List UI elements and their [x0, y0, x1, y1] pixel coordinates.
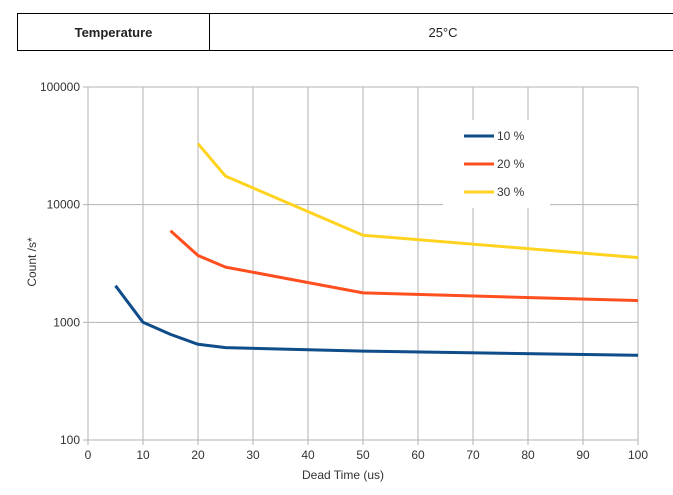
y-axis-ticks: 100 1000 10000 100000 [40, 80, 80, 447]
x-tick-label: 10 [136, 448, 150, 462]
chart-series [114, 142, 639, 357]
legend-box [443, 120, 550, 208]
x-tick-label: 90 [576, 448, 590, 462]
x-tick-label: 80 [521, 448, 535, 462]
x-tick-label: 20 [191, 448, 205, 462]
x-axis-label: Dead Time (us) [302, 468, 384, 482]
info-table: Temperature 25°C [17, 13, 673, 51]
chart-legend: 10 % 20 % 30 % [443, 120, 550, 208]
y-tick-label: 100 [60, 433, 80, 447]
temperature-value: 25°C [209, 13, 673, 51]
series-line [169, 229, 639, 303]
series-line [196, 142, 639, 260]
x-axis-ticks: 0 10 20 30 40 50 60 70 80 90 100 [85, 448, 649, 462]
y-tick-label: 100000 [40, 80, 80, 94]
chart-grid [83, 86, 639, 445]
legend-entry: 20 % [497, 157, 525, 171]
y-tick-label: 10000 [47, 198, 81, 212]
y-tick-label: 1000 [53, 315, 80, 329]
x-tick-label: 0 [85, 448, 92, 462]
table-row: Temperature 25°C [17, 13, 673, 51]
x-tick-label: 100 [628, 448, 648, 462]
x-tick-label: 60 [411, 448, 425, 462]
x-tick-label: 40 [301, 448, 315, 462]
temperature-label: Temperature [17, 13, 210, 51]
x-tick-label: 70 [466, 448, 480, 462]
legend-entry: 10 % [497, 129, 525, 143]
y-axis-label: Count /s* [25, 237, 39, 287]
series-line [114, 284, 639, 357]
legend-entry: 30 % [497, 185, 525, 199]
x-tick-label: 50 [356, 448, 370, 462]
x-tick-label: 30 [246, 448, 260, 462]
